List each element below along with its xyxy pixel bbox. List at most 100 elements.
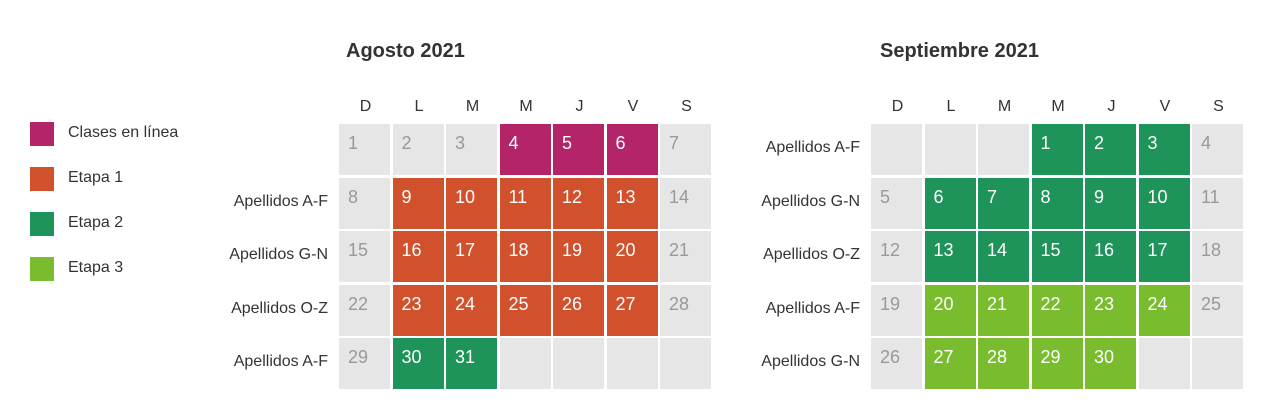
row-label: Apellidos O-Z — [763, 246, 860, 263]
day-cell: 1 — [339, 124, 390, 175]
day-header: S — [681, 98, 692, 115]
day-cell: 16 — [1085, 231, 1136, 282]
day-cell: 13 — [924, 231, 976, 282]
day-cell: 17 — [446, 231, 497, 282]
day-cell: 15 — [339, 231, 390, 282]
day-cell: 19 — [871, 284, 922, 336]
day-cell: 24 — [1138, 284, 1190, 336]
row-label: Apellidos G-N — [761, 192, 860, 210]
day-header: V — [1159, 98, 1171, 115]
day-cell: 3 — [1138, 124, 1190, 175]
legend-swatch — [30, 212, 54, 236]
day-header: J — [575, 98, 584, 115]
month-title: Agosto 2021 — [346, 40, 465, 62]
row-label: Apellidos G-N — [229, 246, 328, 263]
row-label: Apellidos A-F — [765, 299, 860, 317]
day-cell: 11 — [499, 177, 551, 229]
day-cell: 31 — [446, 338, 497, 389]
day-cell: 17 — [1138, 231, 1190, 282]
day-header: M — [997, 98, 1012, 115]
day-header: L — [414, 98, 424, 115]
day-header: S — [1213, 98, 1224, 115]
day-cell: 27 — [606, 284, 658, 336]
day-cell: 25 — [1192, 284, 1243, 336]
day-cell: 26 — [871, 338, 922, 389]
day-cell: 26 — [553, 284, 604, 336]
day-cell: 19 — [553, 231, 604, 282]
day-cell: 27 — [924, 338, 976, 389]
day-cell — [924, 124, 976, 175]
day-cell: 18 — [499, 231, 551, 282]
day-cell: 8 — [339, 177, 390, 229]
day-cell: 10 — [1138, 177, 1190, 229]
row-label: Apellidos O-Z — [231, 299, 328, 317]
legend-label: Clases en línea — [68, 124, 179, 141]
day-cell: 4 — [1192, 124, 1243, 175]
day-cell — [871, 124, 922, 175]
day-cell: 24 — [446, 284, 497, 336]
day-header: M — [465, 98, 480, 115]
day-cell: 21 — [660, 231, 711, 282]
row-label: Apellidos A-F — [233, 353, 328, 370]
day-cell: 9 — [1085, 177, 1136, 229]
day-cell: 14 — [978, 231, 1029, 282]
day-cell: 3 — [446, 124, 497, 175]
day-header: M — [519, 98, 533, 115]
legend-swatch — [30, 257, 54, 281]
day-cell: 6 — [924, 177, 976, 229]
day-cell — [606, 338, 658, 389]
row-label: Apellidos A-F — [765, 139, 860, 156]
day-header: V — [627, 98, 639, 115]
legend-label: Etapa 3 — [68, 259, 124, 276]
day-cell: 6 — [606, 124, 658, 175]
day-cell: 22 — [339, 284, 390, 336]
day-cell: 20 — [924, 284, 976, 336]
day-cell: 16 — [392, 231, 444, 282]
day-cell: 28 — [978, 338, 1029, 389]
day-cell: 14 — [660, 177, 711, 229]
day-cell — [1138, 338, 1190, 389]
day-cell: 5 — [553, 124, 604, 175]
day-cell: 13 — [606, 177, 658, 229]
day-header: D — [359, 98, 372, 115]
day-cell — [1192, 338, 1243, 389]
day-cell: 23 — [1085, 284, 1136, 336]
day-header: D — [891, 98, 904, 115]
legend-swatch — [30, 167, 54, 191]
day-cell — [553, 338, 604, 389]
day-cell: 15 — [1031, 231, 1083, 282]
day-cell: 25 — [499, 284, 551, 336]
day-cell: 23 — [392, 284, 444, 336]
day-cell: 28 — [660, 284, 711, 336]
day-cell: 29 — [339, 338, 390, 389]
row-label: Apellidos G-N — [761, 353, 860, 370]
day-cell: 18 — [1192, 231, 1243, 282]
day-header: M — [1051, 98, 1065, 115]
day-cell: 8 — [1031, 177, 1083, 229]
day-cell — [660, 338, 711, 389]
day-cell: 29 — [1031, 338, 1083, 389]
legend-label: Etapa 1 — [68, 169, 124, 186]
day-cell: 2 — [1085, 124, 1136, 175]
legend-swatch — [30, 122, 54, 146]
day-cell: 22 — [1031, 284, 1083, 336]
day-cell: 7 — [660, 124, 711, 175]
day-cell: 11 — [1192, 177, 1243, 229]
day-cell: 30 — [392, 338, 444, 389]
day-cell: 7 — [978, 177, 1029, 229]
day-cell: 2 — [392, 124, 444, 175]
month-title: Septiembre 2021 — [880, 40, 1039, 62]
day-header: J — [1107, 98, 1116, 115]
day-cell — [499, 338, 551, 389]
day-header: L — [946, 98, 956, 115]
row-label: Apellidos A-F — [233, 192, 328, 210]
day-cell: 12 — [553, 177, 604, 229]
day-cell: 9 — [392, 177, 444, 229]
day-cell: 30 — [1085, 338, 1136, 389]
day-cell: 20 — [606, 231, 658, 282]
day-cell: 10 — [446, 177, 497, 229]
day-cell: 4 — [499, 124, 551, 175]
day-cell — [978, 124, 1029, 175]
day-cell: 12 — [871, 231, 922, 282]
legend-label: Etapa 2 — [68, 214, 124, 231]
